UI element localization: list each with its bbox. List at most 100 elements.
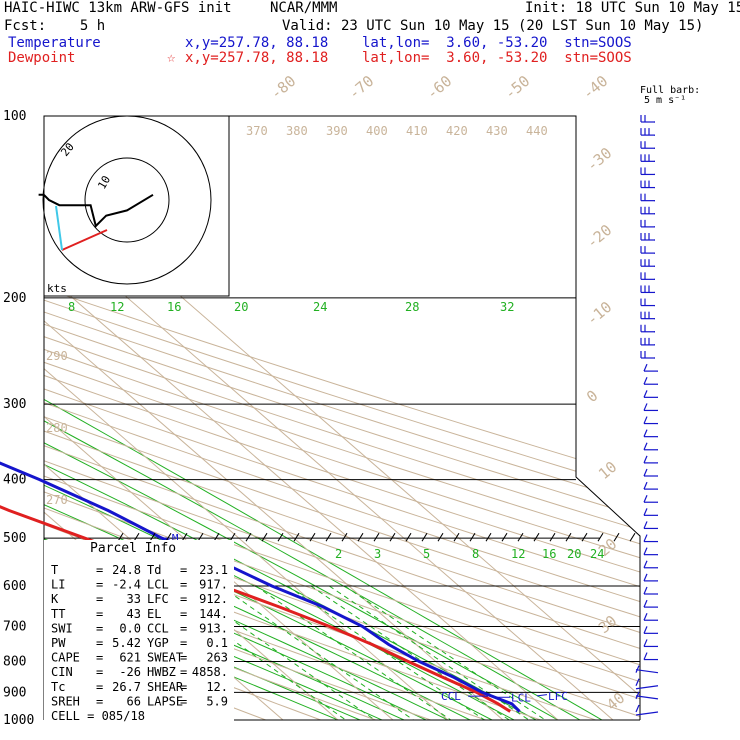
mixing-ratio-line [287, 585, 485, 720]
wind-barb-staff [635, 695, 659, 700]
hatch-mark [581, 532, 588, 542]
moist-adiabat-line [44, 297, 361, 720]
hodograph-trace [38, 193, 154, 228]
parcel-param-value: 12. [206, 680, 228, 694]
hatch-mark [437, 532, 444, 542]
wind-barb-flag [643, 626, 648, 634]
dry-adiabat-line [44, 116, 640, 720]
isotherm-label: -60 [423, 72, 455, 103]
low-level-shear-vector [55, 205, 63, 251]
isotherm-label: -30 [583, 144, 615, 175]
mixing-ratio-label: 20 [567, 547, 581, 561]
wind-barb-flag [643, 376, 648, 385]
org-label: NCAR/MMM [270, 0, 338, 16]
hatch-mark [501, 532, 508, 542]
storm-motion-vector [61, 229, 108, 251]
pressure-tick-label: 700 [3, 619, 26, 634]
hatch-mark [517, 532, 524, 542]
dry-adiabat-line [44, 116, 640, 720]
mixing-ratio-line [220, 585, 414, 720]
hatch-mark [405, 532, 412, 542]
wind-barb-staff [635, 711, 659, 716]
mixing-ratio-line [255, 585, 452, 720]
hatch-mark [421, 532, 428, 542]
parcel-param-name: CCL [147, 621, 169, 635]
parcel-param-name: CAPE [51, 651, 80, 665]
isotherm-label: -80 [267, 72, 299, 103]
lfc-tick [536, 694, 548, 697]
hatch-mark [261, 532, 268, 542]
parcel-param-name: K [51, 592, 59, 606]
parcel-cell-motion: CELL = 085/18 [51, 709, 145, 723]
mixing-ratio-label: 2 [335, 547, 342, 561]
potential-temp-label: 390 [326, 124, 348, 138]
parcel-param-name: PW [51, 636, 66, 650]
parcel-param-name: HWBZ [147, 665, 176, 679]
moist-adiabat-label: 20 [234, 300, 248, 314]
model-title: HAIC-HIWC 13km ARW-GFS init [4, 0, 232, 16]
hatch-mark [389, 532, 396, 542]
hatch-mark [181, 532, 188, 542]
wind-barb-flag [643, 494, 648, 503]
hatch-mark [325, 532, 332, 542]
moist-adiabat-label: 24 [313, 300, 327, 314]
parcel-param-value: 263 [206, 651, 228, 665]
moist-adiabat-label: 28 [405, 300, 419, 314]
dewpoint-profile [0, 505, 512, 713]
parcel-param-value: 33 [127, 592, 141, 606]
pressure-tick-label: 400 [3, 473, 26, 488]
wind-barb-flag [643, 403, 648, 411]
hodograph-ring [84, 157, 170, 243]
hatch-mark [165, 532, 172, 542]
parcel-equals: = [96, 636, 103, 650]
parcel-equals: = [96, 621, 103, 635]
hatch-mark [533, 532, 540, 542]
parcel-info-panel [44, 540, 234, 722]
isotherm-line [44, 116, 559, 720]
parcel-param-value: 26.7 [112, 680, 141, 694]
parcel-equals: = [180, 621, 187, 635]
parcel-equals: = [96, 680, 103, 694]
parcel-param-name: CIN [51, 665, 73, 679]
parcel-equals: = [96, 694, 103, 708]
parcel-equals: = [180, 680, 187, 694]
wind-barb-flag [643, 639, 648, 647]
potential-temp-label: 380 [286, 124, 308, 138]
parcel-param-name: SREH [51, 694, 80, 708]
wind-barb-flag [643, 390, 648, 398]
parcel-param-name: T [51, 563, 58, 577]
dry-adiabat-line [44, 116, 431, 720]
hatch-mark [469, 532, 476, 542]
hatch-mark [485, 532, 492, 542]
dry-adiabat-label: 290 [46, 349, 68, 363]
hatch-mark [197, 532, 204, 542]
dry-adiabat-line [44, 116, 640, 720]
hatch-mark [149, 532, 156, 542]
parcel-equals: = [96, 665, 103, 679]
dry-adiabat-line [44, 116, 640, 720]
hatch-mark [613, 532, 620, 542]
hatch-mark [245, 532, 252, 542]
temperature-legend: Temperature [8, 35, 101, 51]
pressure-tick-label: 800 [3, 654, 26, 669]
hatch-mark [357, 532, 364, 542]
pressure-tick-label: 200 [3, 291, 26, 306]
mixing-ratio-label: 24 [590, 547, 604, 561]
parcel-param-name: LI [51, 578, 65, 592]
parcel-equals: = [96, 651, 103, 665]
moist-adiabat-label: 8 [68, 300, 75, 314]
init-time: Init: 18 UTC Sun 10 May 15 [525, 0, 740, 16]
wind-barb-flag [643, 547, 648, 555]
hodograph-units: kts [47, 282, 67, 295]
parcel-equals: = [96, 578, 103, 592]
moist-adiabat-line [44, 297, 339, 720]
dry-adiabat-line [44, 116, 640, 720]
parcel-equals: = [180, 665, 187, 679]
hatch-mark [341, 532, 348, 542]
wind-barb-flag [643, 508, 648, 516]
pressure-tick-label: 900 [3, 685, 26, 700]
wind-barb-flag [635, 691, 640, 700]
parcel-param-name: LFC [147, 592, 169, 606]
parcel-param-value: 621 [119, 651, 141, 665]
